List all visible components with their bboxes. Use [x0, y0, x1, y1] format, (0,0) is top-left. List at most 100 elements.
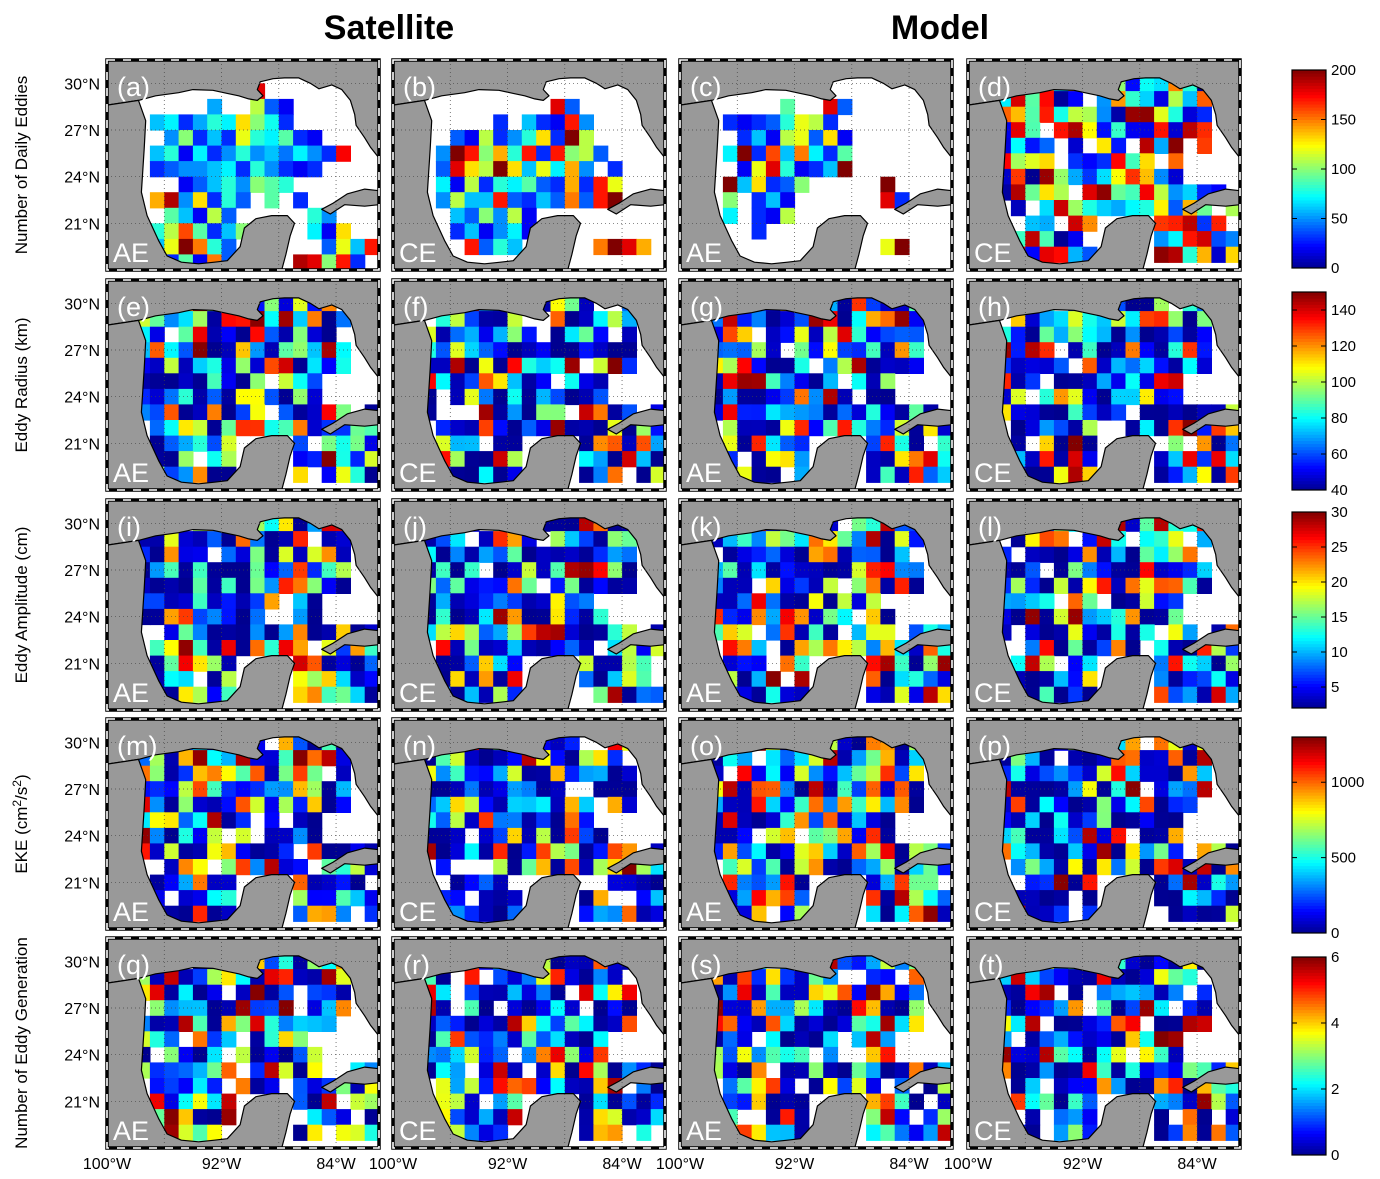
heatmap-cell [464, 750, 480, 767]
row-ylabel: Number of Eddy Generation [12, 937, 31, 1149]
heatmap-cell [550, 130, 566, 147]
heatmap-cell [464, 145, 480, 162]
heatmap-cell [636, 238, 652, 256]
heatmap-cell [536, 1062, 552, 1079]
heatmap-cell [178, 1046, 194, 1064]
heatmap-cell [435, 1031, 451, 1048]
heatmap-cell [478, 827, 494, 845]
colorbar-swatch [1292, 110, 1326, 114]
heatmap-cell [478, 420, 494, 437]
heatmap-cell [751, 435, 767, 452]
heatmap-cell [1197, 435, 1212, 452]
heatmap-cell [250, 176, 266, 193]
colorbar-swatch [1292, 215, 1326, 219]
heatmap-cell [937, 655, 952, 672]
colorbar-swatch [1292, 363, 1326, 367]
colorbar-swatch [1292, 674, 1326, 678]
heatmap-cell [808, 640, 824, 657]
colorbar-tick-label: 200 [1331, 62, 1356, 79]
colorbar-swatch [1292, 600, 1326, 605]
heatmap-cell [450, 1093, 466, 1110]
heatmap-cell [593, 1062, 609, 1079]
heatmap-cell [478, 130, 494, 147]
colorbar-tick-label: 30 [1331, 504, 1348, 521]
heatmap-cell [1068, 1078, 1084, 1095]
heatmap-cell [464, 608, 480, 626]
heatmap-cell [1168, 859, 1184, 876]
colorbar-swatch [1292, 421, 1326, 426]
heatmap-cell [250, 765, 266, 782]
heatmap-cell [851, 404, 867, 421]
heatmap-cell [264, 145, 280, 162]
heatmap-cell [550, 192, 566, 209]
heatmap-cell [851, 624, 867, 641]
heatmap-cell [593, 326, 609, 343]
heatmap-cell [507, 388, 523, 406]
heatmap-cell [851, 342, 867, 359]
heatmap-cell [837, 531, 853, 548]
colorbar-swatch [1292, 957, 1326, 961]
heatmap-cell [622, 357, 637, 374]
heatmap-cell [507, 624, 523, 641]
colorbar-swatch [1292, 209, 1326, 213]
heatmap-cell [450, 192, 466, 209]
heatmap-cell [737, 404, 753, 421]
heatmap-cell [751, 812, 767, 829]
colorbar-swatch [1292, 446, 1326, 451]
heatmap-cell [435, 1000, 451, 1017]
heatmap-cell [250, 1062, 266, 1079]
heatmap-cell [1182, 91, 1198, 108]
heatmap-cell [837, 843, 853, 860]
heatmap-cell [1154, 388, 1169, 406]
heatmap-cell [607, 874, 623, 891]
heatmap-cell [493, 1124, 509, 1141]
heatmap-cell [737, 114, 753, 131]
heatmap-cell [507, 843, 523, 860]
heatmap-cell [579, 640, 594, 657]
heatmap-cell [435, 812, 451, 829]
heatmap-cell [221, 577, 237, 594]
colorbar-swatch [1292, 369, 1326, 373]
heatmap-cell [521, 796, 537, 813]
heatmap-cell [550, 1078, 566, 1095]
heatmap-cell [1082, 812, 1098, 829]
heatmap-cell [837, 796, 853, 813]
heatmap-cell [178, 404, 194, 421]
colorbar-tick-label: 20 [1331, 574, 1348, 591]
heatmap-cell [178, 373, 194, 390]
mexico-coastline [393, 99, 582, 270]
heatmap-cell [521, 1031, 537, 1048]
us-coastline [393, 280, 665, 379]
heatmap-cell [521, 1015, 537, 1032]
heatmap-cell [794, 577, 810, 594]
heatmap-cell [235, 373, 251, 390]
heatmap-cell [650, 451, 665, 468]
map-frame-dashes [679, 937, 953, 1149]
heatmap-cell [1154, 827, 1169, 845]
heatmap-cell [192, 874, 208, 891]
heatmap-cell [478, 451, 494, 468]
heatmap-cell [1096, 624, 1112, 641]
heatmap-cell [235, 357, 251, 374]
heatmap-cell [780, 388, 796, 406]
heatmap-cell [866, 750, 881, 767]
heatmap-cell [780, 655, 796, 672]
heatmap-cell [722, 1046, 738, 1064]
heatmap-cell [207, 640, 223, 657]
colorbar-swatch [1292, 156, 1326, 161]
colorbar-swatch [1292, 1090, 1326, 1094]
colorbar-swatch [1292, 868, 1326, 873]
heatmap-cell [493, 750, 509, 767]
heatmap-cell [192, 608, 208, 626]
heatmap-cell [464, 546, 480, 563]
heatmap-cell [1010, 562, 1026, 579]
heatmap-cell [808, 326, 824, 343]
heatmap-cell [192, 223, 208, 240]
colorbar-swatch [1292, 625, 1326, 629]
colorbar-swatch [1292, 960, 1326, 964]
heatmap-cell [1068, 686, 1084, 703]
us-coastline [968, 719, 1240, 818]
heatmap-cell [923, 905, 939, 922]
heatmap-cell [493, 1046, 509, 1064]
